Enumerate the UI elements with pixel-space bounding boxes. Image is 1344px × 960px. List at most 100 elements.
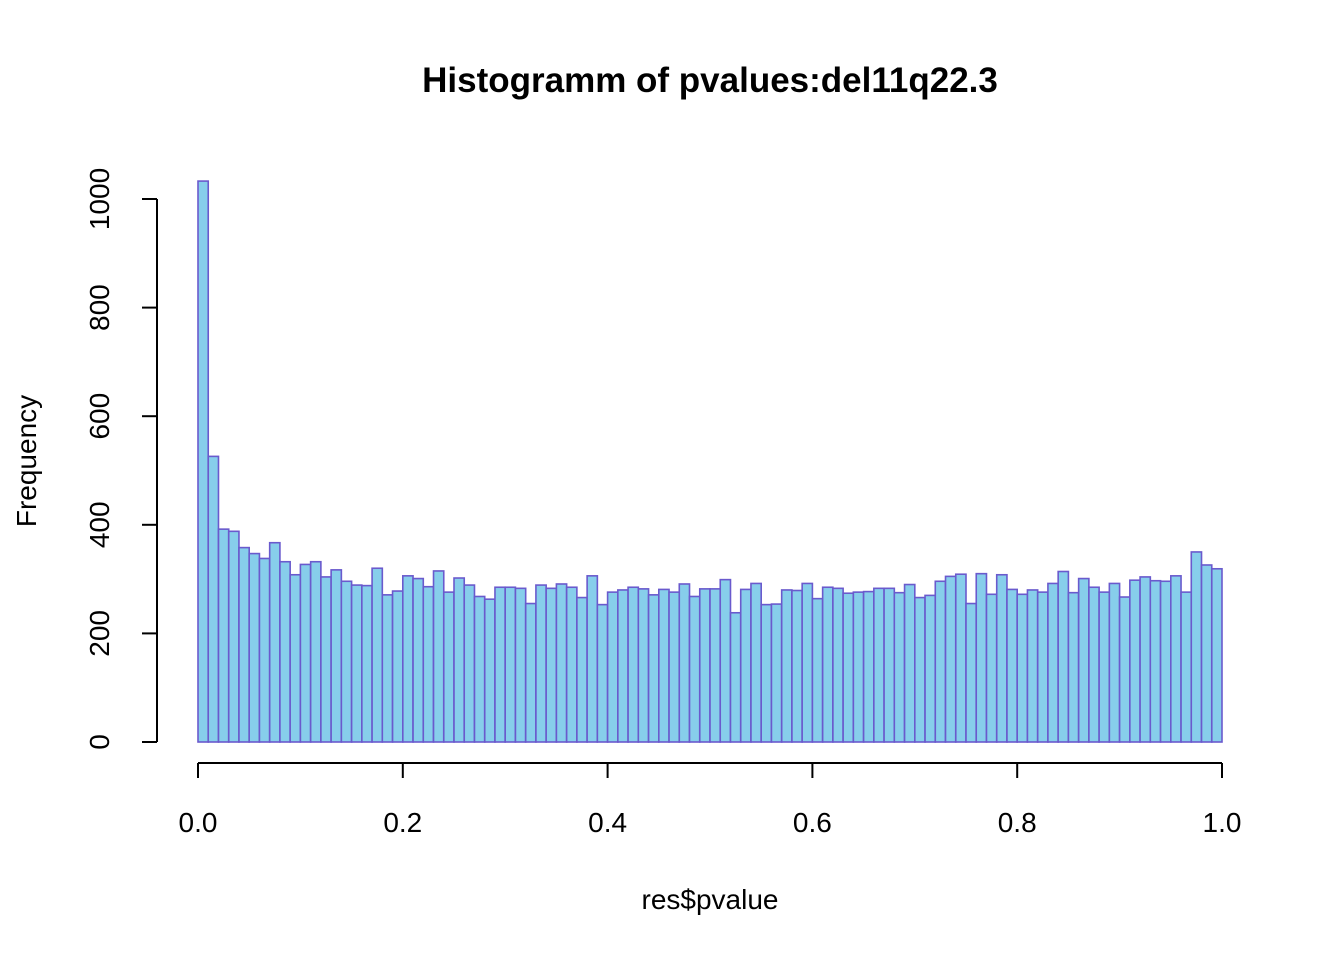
histogram-bar (1180, 591, 1193, 743)
y-axis-label: Frequency (11, 395, 42, 527)
y-tick-label: 600 (84, 393, 115, 440)
histogram-bar (514, 587, 527, 743)
histogram-bar (780, 589, 793, 743)
histogram-bar (627, 586, 640, 743)
histogram-bar (361, 584, 373, 743)
histogram-bar (217, 528, 230, 743)
histogram-bar (524, 602, 537, 743)
histogram-bar (1108, 582, 1121, 743)
x-axis-label: res$pvalue (642, 884, 779, 915)
histogram-bar (207, 455, 220, 743)
histogram-bar (944, 575, 957, 743)
histogram-bar (309, 560, 322, 743)
histogram-bar (883, 587, 896, 743)
histogram-bar (1067, 591, 1080, 743)
histogram-bar (1077, 577, 1090, 743)
histogram-bar (903, 583, 916, 743)
histogram-bar (985, 593, 998, 743)
chart-title: Histogramm of pvalues:del11q22.3 (422, 61, 998, 100)
histogram-bar (412, 577, 425, 743)
histogram-bar (401, 575, 414, 743)
histogram-bar (821, 586, 834, 743)
histogram-bar (1026, 589, 1039, 743)
histogram-bar (299, 563, 312, 743)
histogram-bar (873, 587, 885, 743)
histogram-bar (750, 582, 763, 743)
histogram-bar (381, 594, 394, 743)
histogram-bar (811, 597, 824, 743)
y-tick-label: 0 (84, 734, 115, 750)
histogram-bar (473, 595, 486, 743)
histogram-bar (1190, 551, 1203, 743)
histogram-bar (1047, 582, 1059, 743)
histogram-bar (801, 582, 814, 743)
histogram-bar (350, 584, 363, 743)
histogram-bar (832, 587, 844, 743)
histogram-bar (432, 570, 445, 743)
histogram-bar (340, 580, 353, 743)
histogram-bar (197, 180, 210, 743)
histogram-bar (975, 572, 988, 743)
histogram-bar (1129, 579, 1141, 743)
x-axis: 0.0 0.2 0.4 0.6 0.8 1.0 (179, 762, 1241, 838)
histogram-bar (760, 603, 773, 743)
histogram-bar (617, 589, 629, 743)
histogram-bar (494, 586, 506, 743)
histogram-bar (258, 557, 271, 743)
histogram-bar (729, 611, 742, 743)
histogram-bar (371, 567, 384, 743)
histogram-bar (678, 583, 691, 743)
histogram-bar (657, 588, 670, 743)
histogram-bar (913, 596, 926, 743)
histogram-bar (1088, 586, 1100, 743)
histogram-bar (1098, 591, 1111, 743)
histogram-bar (719, 578, 732, 743)
x-tick-label: 0.8 (998, 807, 1037, 838)
histogram-bar (668, 591, 681, 743)
histogram-bar (1118, 596, 1131, 743)
histogram-bar (739, 588, 752, 743)
histogram-bar (688, 595, 701, 743)
histogram-bar (954, 573, 967, 743)
histogram-bar (535, 584, 547, 743)
histogram-bar (596, 603, 609, 743)
histogram-bar (637, 588, 650, 743)
histogram-bar (279, 560, 291, 743)
histogram-bar (320, 576, 332, 743)
histogram-bar (545, 587, 558, 743)
histogram-bar (227, 530, 240, 743)
x-tick-label: 0.4 (588, 807, 627, 838)
histogram-bar (965, 602, 978, 743)
histogram-bar (1139, 576, 1152, 743)
histogram-bar (770, 603, 783, 743)
histogram-bar (1057, 570, 1070, 743)
histogram-bar (1170, 575, 1182, 743)
histogram-bar (1149, 579, 1162, 743)
histogram-bar (791, 589, 803, 743)
histogram-bar (422, 585, 435, 743)
histogram-bar (1159, 580, 1172, 743)
histogram-bar (893, 591, 906, 743)
y-tick-label: 400 (84, 501, 115, 548)
histogram-bar (842, 592, 855, 743)
histogram-bar (586, 575, 599, 743)
histogram-bar (1210, 567, 1223, 743)
histogram-bar (576, 596, 588, 743)
histogram-bar (565, 586, 578, 743)
histogram-bar (504, 586, 517, 743)
y-tick-label: 1000 (84, 168, 115, 230)
histogram-bar (248, 552, 261, 743)
histogram-bar (1036, 591, 1049, 743)
histogram-bar (453, 577, 466, 743)
histogram-bar (330, 569, 343, 743)
histogram-bar (924, 594, 937, 743)
histogram-bar (1016, 593, 1029, 743)
histogram-bar (483, 598, 496, 743)
histogram-bar (995, 573, 1008, 743)
x-tick-label: 0.6 (793, 807, 832, 838)
histogram-bar (238, 546, 251, 743)
histogram-bar (442, 591, 455, 743)
histogram-bar (606, 591, 619, 743)
histogram-bar (934, 580, 947, 743)
